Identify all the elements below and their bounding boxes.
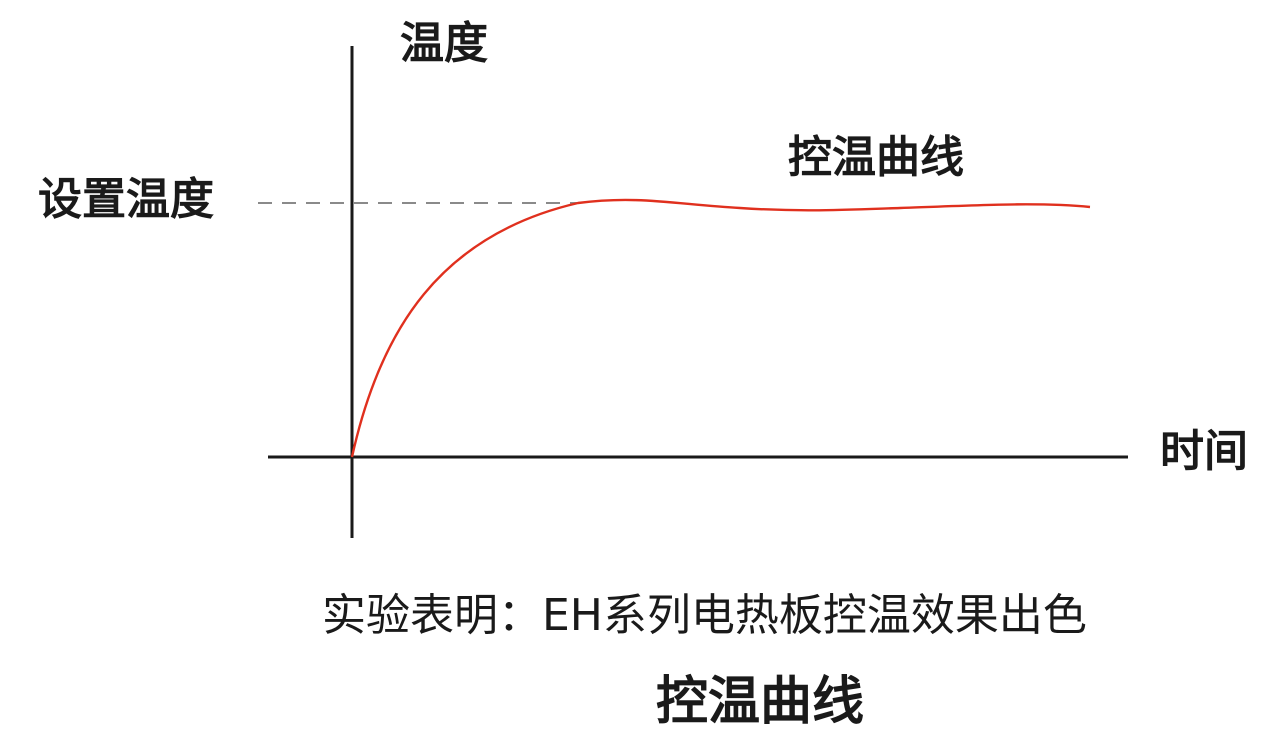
curve-label: 控温曲线 xyxy=(788,132,964,183)
setpoint-label: 设置温度 xyxy=(38,174,214,225)
figure-title: 控温曲线 xyxy=(656,672,865,732)
x-axis-label: 时间 xyxy=(1160,426,1248,477)
temperature-curve xyxy=(350,198,1091,458)
caption: 实验表明：EH系列电热板控温效果出色 xyxy=(322,590,1087,641)
y-axis-label: 温度 xyxy=(400,18,488,69)
